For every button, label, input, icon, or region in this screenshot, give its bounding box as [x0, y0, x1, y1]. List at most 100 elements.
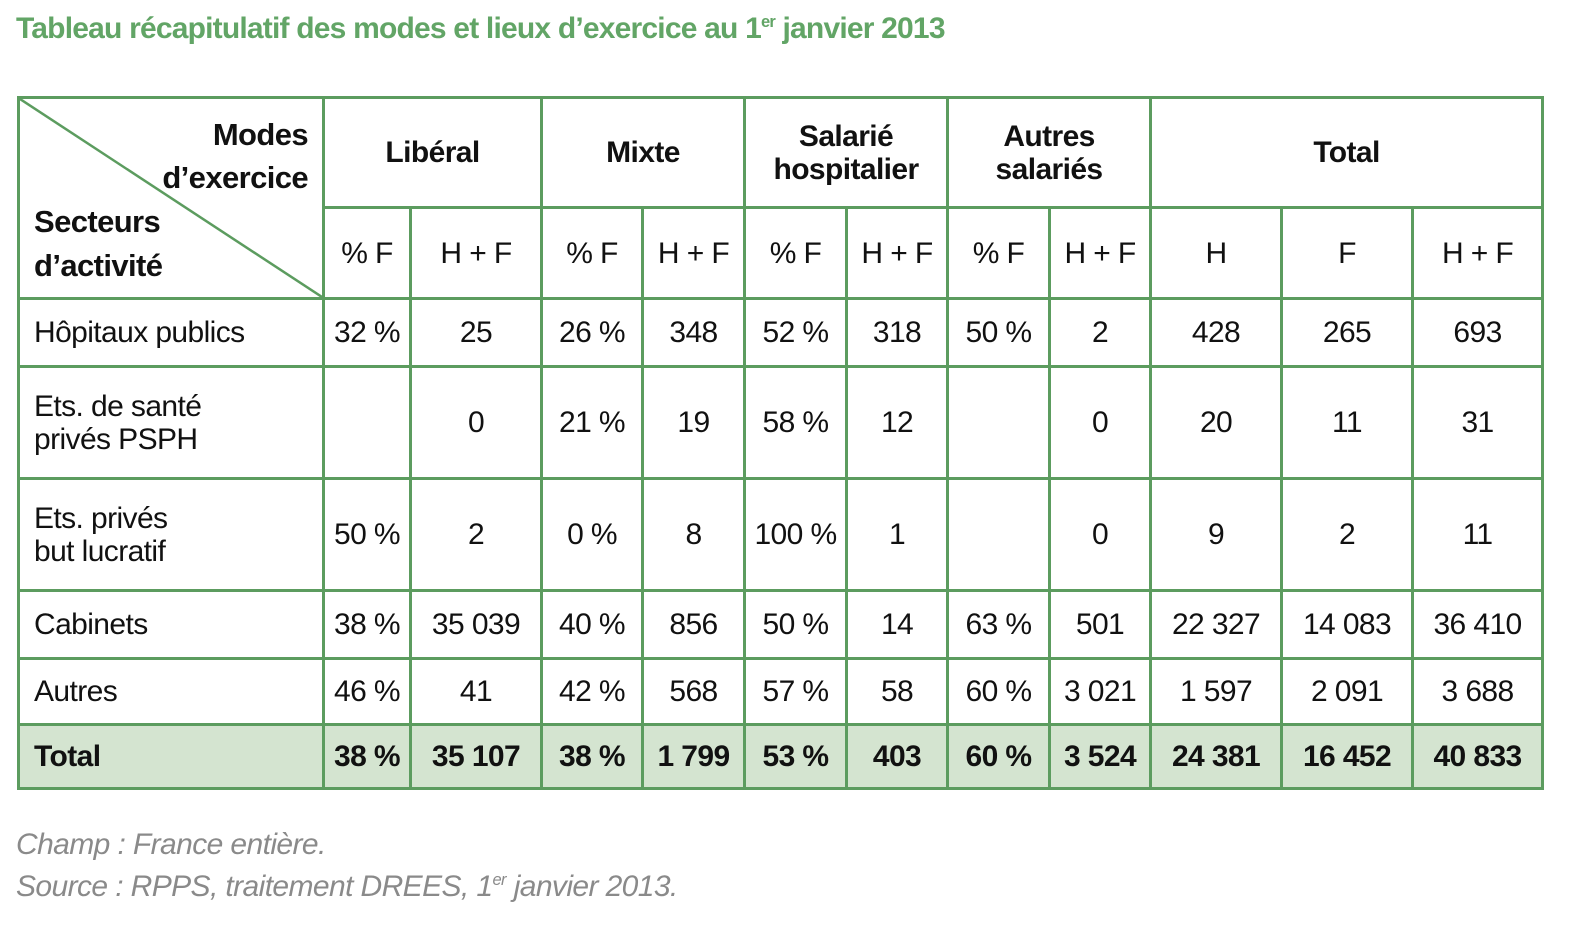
- subheader-cell: H + F: [845, 206, 950, 300]
- table-title: Tableau récapitulatif des modes et lieux…: [16, 12, 946, 45]
- table-cell: 501: [1048, 589, 1153, 660]
- table-row: Autres 46 % 41 42 % 568 57 % 58 60 % 3 021 1 597 2…: [17, 657, 1545, 726]
- table-cell: 35 039: [408, 589, 544, 660]
- table-cell: 14: [845, 589, 950, 660]
- table-cell: 0 %: [540, 477, 645, 592]
- table-cell: 0: [1048, 477, 1153, 592]
- table-row: Ets. de santé privés PSPH 0 21 % 19 58 % 12 0 20…: [17, 365, 1545, 480]
- group-header: Autres salariés: [946, 96, 1153, 209]
- total-cell: 3 524: [1048, 723, 1153, 790]
- table-cell: 3 021: [1048, 657, 1153, 726]
- table-cell: 57 %: [743, 657, 849, 726]
- group-header: Total: [1149, 96, 1545, 209]
- row-label-line: Autres: [34, 675, 118, 708]
- table-cell: 11: [1411, 477, 1545, 592]
- table-cell: 9: [1149, 477, 1284, 592]
- table-cell: 1 597: [1149, 657, 1284, 726]
- row-label: Cabinets: [17, 589, 325, 660]
- table-cell: 3 688: [1411, 657, 1545, 726]
- modes-label: Modes d’exercice: [162, 117, 308, 196]
- subheader-cell: % F: [743, 206, 849, 300]
- row-label-line: Cabinets: [34, 608, 148, 641]
- table-cell: 26 %: [540, 297, 645, 368]
- table-cell: 38 %: [322, 589, 412, 660]
- table-cell: 8: [641, 477, 747, 592]
- total-cell: 40 833: [1411, 723, 1545, 790]
- summary-table: Modes d’exercice Secteurs d’activité Libér…: [17, 96, 1545, 790]
- table-cell: [946, 477, 1052, 592]
- table-cell: 693: [1411, 297, 1545, 368]
- group-header: Mixte: [540, 96, 747, 209]
- group-header: Libéral: [321, 96, 544, 209]
- table-cell: 2: [408, 477, 544, 592]
- table-cell: 428: [1149, 297, 1284, 368]
- table-cell: 19: [641, 365, 747, 480]
- table-cell: 22 327: [1149, 589, 1284, 660]
- corner-header: Modes d’exercice Secteurs d’activité: [17, 96, 325, 300]
- table-cell: 14 083: [1280, 589, 1415, 660]
- footnote-source: Source : RPPS, traitement DREES, 1er jan…: [16, 870, 678, 903]
- row-label-line: Ets. de santé: [34, 389, 202, 423]
- total-cell: 38 %: [540, 723, 645, 790]
- table-cell: 265: [1280, 297, 1415, 368]
- diagonal-divider: [20, 99, 322, 297]
- table-cell: 0: [408, 365, 544, 480]
- table-cell: 0: [1048, 365, 1153, 480]
- group-header-row: Modes d’exercice Secteurs d’activité Libér…: [17, 96, 1545, 300]
- subheader-cell: H + F: [1411, 206, 1545, 300]
- total-cell: 1 799: [641, 723, 747, 790]
- table-cell: [322, 365, 412, 480]
- table-cell: 46 %: [322, 657, 412, 726]
- subheader-cell: H: [1149, 206, 1284, 300]
- table-cell: 348: [641, 297, 747, 368]
- table-cell: 36 410: [1411, 589, 1545, 660]
- table-cell: 60 %: [946, 657, 1052, 726]
- table-cell: [946, 365, 1052, 480]
- table-cell: 2: [1048, 297, 1153, 368]
- table-cell: 63 %: [946, 589, 1052, 660]
- table-cell: 50 %: [743, 589, 849, 660]
- table-cell: 40 %: [540, 589, 645, 660]
- table-cell: 568: [641, 657, 747, 726]
- table-cell: 31: [1411, 365, 1545, 480]
- table-cell: 100 %: [743, 477, 849, 592]
- table-cell: 20: [1149, 365, 1284, 480]
- table-cell: 42 %: [540, 657, 645, 726]
- row-label: Hôpitaux publics: [17, 297, 325, 368]
- secteurs-label: Secteurs d’activité: [34, 204, 163, 283]
- row-label-line: but lucratif: [34, 534, 166, 568]
- table-cell: 2: [1280, 477, 1415, 592]
- table-cell: 58: [845, 657, 950, 726]
- table-cell: 41: [408, 657, 544, 726]
- row-label-line: Ets. privés: [34, 501, 168, 535]
- table-cell: 1: [845, 477, 950, 592]
- total-cell: 60 %: [946, 723, 1052, 790]
- table-cell: 58 %: [743, 365, 849, 480]
- subheader-cell: % F: [322, 206, 412, 300]
- total-label: Total: [17, 723, 325, 790]
- row-label: Ets. de santé privés PSPH: [17, 365, 325, 480]
- table-cell: 25: [408, 297, 544, 368]
- table-cell: 32 %: [322, 297, 412, 368]
- table-cell: 318: [845, 297, 950, 368]
- total-row: Total 38 % 35 107 38 % 1 799 53 % 403 60 % 3 524…: [17, 723, 1545, 790]
- row-label-line: Hôpitaux publics: [34, 316, 245, 349]
- total-cell: 53 %: [743, 723, 849, 790]
- total-cell: 403: [845, 723, 950, 790]
- subheader-cell: H + F: [641, 206, 747, 300]
- table-cell: 21 %: [540, 365, 645, 480]
- table-cell: 856: [641, 589, 747, 660]
- subheader-cell: % F: [540, 206, 645, 300]
- table-cell: 50 %: [322, 477, 412, 592]
- table-cell: 52 %: [743, 297, 849, 368]
- group-header: Salarié hospitalier: [743, 96, 950, 209]
- table-row: Ets. privés but lucratif 50 % 2 0 % 8 100 % 1 0 9…: [17, 477, 1545, 592]
- subheader-cell: H + F: [408, 206, 544, 300]
- table-cell: 50 %: [946, 297, 1052, 368]
- subheader-cell: H + F: [1048, 206, 1153, 300]
- row-label: Ets. privés but lucratif: [17, 477, 325, 592]
- total-cell: 24 381: [1149, 723, 1284, 790]
- table-cell: 12: [845, 365, 950, 480]
- row-label-line: privés PSPH: [34, 422, 198, 456]
